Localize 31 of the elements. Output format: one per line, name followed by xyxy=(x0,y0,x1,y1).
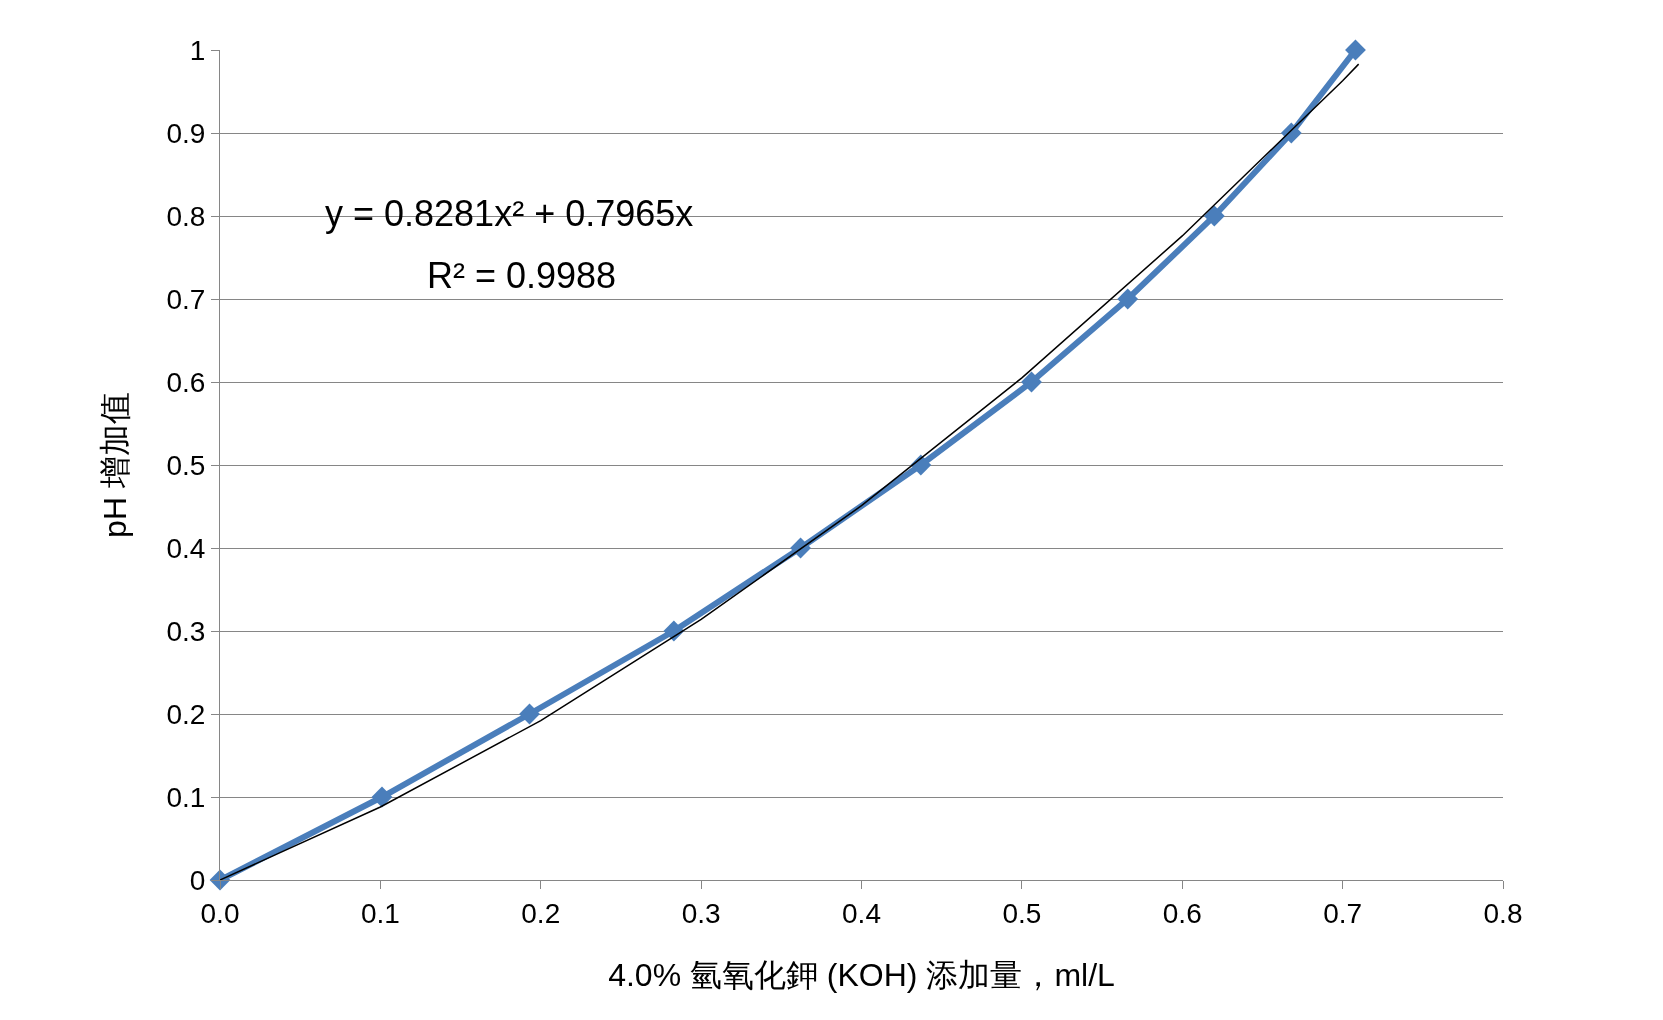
annotation: R² = 0.9988 xyxy=(427,255,617,296)
y-tick-label: 0.5 xyxy=(166,449,206,481)
y-tick-label: 0 xyxy=(189,864,206,896)
y-axis-title: pH 增加值 xyxy=(96,392,133,538)
y-tick-label: 0.9 xyxy=(166,117,206,149)
x-tick-label: 0.7 xyxy=(1323,897,1363,929)
y-tick-label: 0.6 xyxy=(166,366,206,398)
x-tick-label: 0.8 xyxy=(1483,897,1523,929)
point xyxy=(1203,205,1225,227)
point xyxy=(519,703,540,725)
point xyxy=(1117,288,1139,310)
point xyxy=(1345,39,1366,61)
y-tick-label: 0.1 xyxy=(166,781,206,813)
x-tick-label: 0.6 xyxy=(1162,897,1202,929)
y-tick-label: 0.4 xyxy=(166,532,206,564)
point xyxy=(371,786,393,808)
x-tick-label: 0.3 xyxy=(681,897,721,929)
x-tick-label: 0.5 xyxy=(1002,897,1042,929)
y-tick-label: 1 xyxy=(189,34,206,66)
x-tick-label: 0.0 xyxy=(200,897,240,929)
y-tick-label: 0.2 xyxy=(166,698,206,730)
y-tick-label: 0.8 xyxy=(166,200,206,232)
y-tick-label: 0.7 xyxy=(166,283,206,315)
point xyxy=(1021,371,1042,393)
point xyxy=(1280,122,1302,144)
x-tick-label: 0.1 xyxy=(360,897,400,929)
x-tick-label: 0.2 xyxy=(521,897,561,929)
x-tick-label: 0.4 xyxy=(842,897,881,929)
y-tick-label: 0.3 xyxy=(166,615,206,647)
annotation: y = 0.8281x² + 0.7965x xyxy=(325,193,694,234)
x-axis-title: 4.0% 氫氧化鉀 (KOH) 添加量，ml/L xyxy=(608,957,1115,993)
